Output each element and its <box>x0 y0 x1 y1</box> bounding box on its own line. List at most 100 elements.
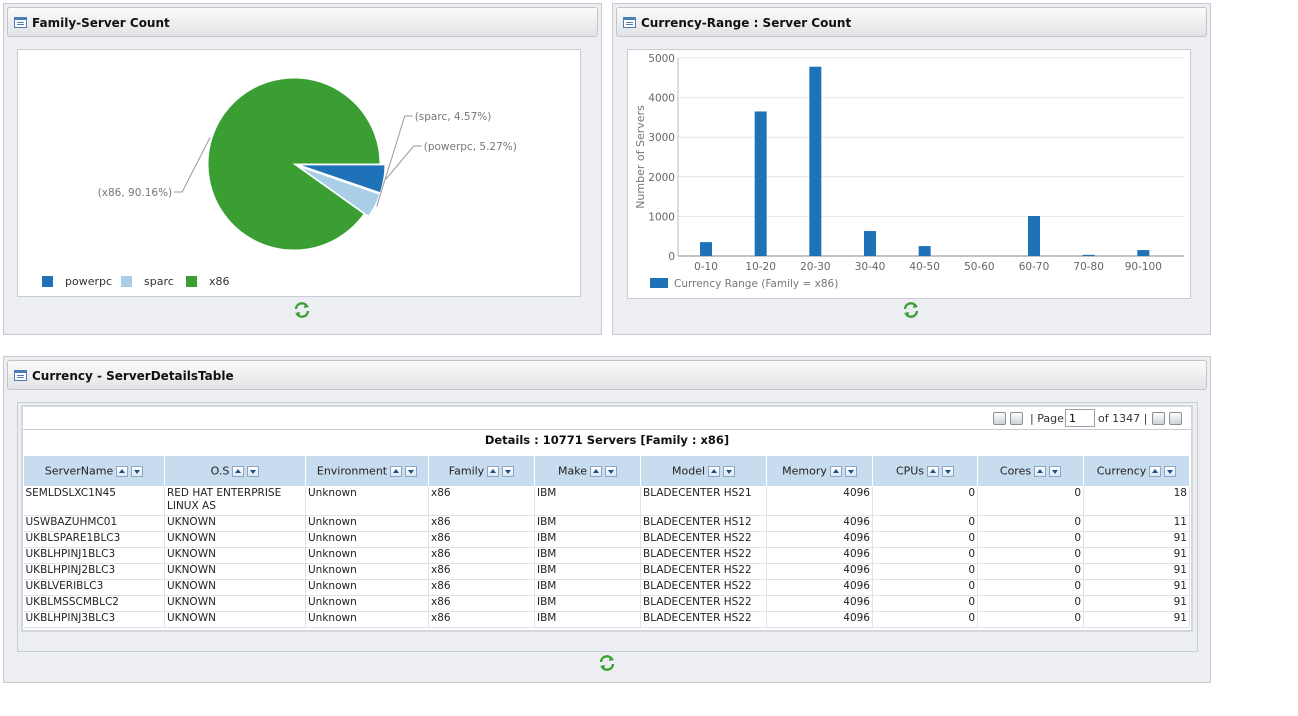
sort-ascending-icon[interactable] <box>708 465 721 477</box>
table-cell: Unknown <box>305 486 429 516</box>
table-row[interactable]: UKBLHPINJ3BLC3 UKNOWN Unknown x86 IBM BLADECE… <box>23 611 1190 628</box>
column-header[interactable]: Make <box>534 455 641 487</box>
refresh-icon[interactable] <box>902 301 920 319</box>
table-row[interactable]: UKBLHPINJ2BLC3 UKNOWN Unknown x86 IBM BLADECE… <box>23 563 1190 580</box>
bar[interactable] <box>754 111 767 257</box>
server-details-grid: | Page of 1347 | Details : 10771 Servers… <box>21 405 1193 632</box>
family-server-count-panel: Family-Server Count (powerpc, 5.27%) (spa… <box>3 3 602 335</box>
sort-ascending-icon[interactable] <box>390 465 403 477</box>
table-cell: x86 <box>428 486 535 516</box>
sort-descending-icon[interactable] <box>1049 465 1062 477</box>
table-cell: BLADECENTER HS22 <box>640 531 767 548</box>
sort-ascending-icon[interactable] <box>1034 465 1047 477</box>
table-row[interactable]: UKBLHPINJ1BLC3 UKNOWN Unknown x86 IBM BLADECE… <box>23 547 1190 564</box>
previous-page-icon[interactable] <box>1010 412 1023 425</box>
table-row[interactable]: UKBLSPARE1BLC3 UKNOWN Unknown x86 IBM BLADECE… <box>23 531 1190 548</box>
pie-slice-sparc[interactable] <box>298 165 381 217</box>
refresh-icon[interactable] <box>598 654 616 672</box>
column-header[interactable]: Memory <box>766 455 873 487</box>
page-number-input[interactable] <box>1065 409 1095 427</box>
table-cell: 11 <box>1083 515 1190 532</box>
table-cell: 91 <box>1083 595 1190 612</box>
column-header-label: Family <box>448 464 485 478</box>
column-header[interactable]: CPUs <box>872 455 978 487</box>
bar[interactable] <box>1082 254 1095 256</box>
bar[interactable] <box>1137 250 1150 256</box>
table-cell: UKNOWN <box>164 611 306 628</box>
pie-slice-label: (powerpc, 5.27%) <box>424 141 517 153</box>
refresh-icon[interactable] <box>293 301 311 319</box>
column-header[interactable]: ServerName <box>23 455 165 487</box>
server-details-panel: Currency - ServerDetailsTable | Page of … <box>3 356 1211 683</box>
pie-slice-powerpc[interactable] <box>298 164 386 194</box>
column-header[interactable]: Currency <box>1083 455 1190 487</box>
bar[interactable] <box>1028 216 1040 256</box>
table-row[interactable]: SEMLDSLXC1N45 RED HAT ENTERPRISE LINUX AS… <box>23 486 1190 516</box>
pie-label-leader <box>174 136 211 193</box>
bar[interactable] <box>918 246 931 256</box>
sort-descending-icon[interactable] <box>942 465 955 477</box>
sort-descending-icon[interactable] <box>604 465 617 477</box>
sort-descending-icon[interactable] <box>723 465 736 477</box>
table-cell: 91 <box>1083 531 1190 548</box>
sort-ascending-icon[interactable] <box>232 465 245 477</box>
sort-ascending-icon[interactable] <box>829 465 842 477</box>
first-page-icon[interactable] <box>993 412 1006 425</box>
sort-descending-icon[interactable] <box>131 465 144 477</box>
table-cell: IBM <box>534 595 641 612</box>
table-cell: 4096 <box>766 531 873 548</box>
sort-ascending-icon[interactable] <box>1149 465 1162 477</box>
sort-descending-icon[interactable] <box>247 465 260 477</box>
table-cell: BLADECENTER HS22 <box>640 595 767 612</box>
table-cell: BLADECENTER HS12 <box>640 515 767 532</box>
table-row[interactable]: UKBLMSSCMBLC2 UKNOWN Unknown x86 IBM BLADECEN… <box>23 595 1190 612</box>
panel-title: Currency - ServerDetailsTable <box>32 369 234 383</box>
sort-descending-icon[interactable] <box>502 465 515 477</box>
column-header[interactable]: Model <box>640 455 767 487</box>
panel-window-icon <box>14 370 27 381</box>
table-cell: 4096 <box>766 595 873 612</box>
table-cell: Unknown <box>305 595 429 612</box>
pie-chart: (powerpc, 5.27%) (sparc, 4.57%) (x86, 90.1… <box>42 77 517 288</box>
table-row[interactable]: USWBAZUHMC01 UKNOWN Unknown x86 IBM BLADECENT… <box>23 515 1190 532</box>
sort-ascending-icon[interactable] <box>487 465 500 477</box>
sort-ascending-icon[interactable] <box>116 465 129 477</box>
table-cell: x86 <box>428 579 535 596</box>
table-row[interactable]: UKBLVERIBLC3 UKNOWN Unknown x86 IBM BLADECENT… <box>23 579 1190 596</box>
table-cell: UKBLHPINJ3BLC3 <box>23 611 165 628</box>
pie-slice-x86[interactable] <box>207 77 381 251</box>
x-tick-label: 70-80 <box>1073 261 1104 273</box>
table-cell: 0 <box>872 611 978 628</box>
column-header[interactable]: Environment <box>305 455 429 487</box>
legend-label: x86 <box>209 275 230 288</box>
bar[interactable] <box>864 231 876 256</box>
next-page-icon[interactable] <box>1152 412 1165 425</box>
column-header[interactable]: Cores <box>977 455 1084 487</box>
table-cell: IBM <box>534 547 641 564</box>
x-tick-label: 10-20 <box>745 261 776 273</box>
last-page-icon[interactable] <box>1169 412 1182 425</box>
table-cell: 0 <box>872 531 978 548</box>
y-tick-label: 5000 <box>648 53 675 65</box>
bar[interactable] <box>809 66 822 256</box>
bar[interactable] <box>700 242 712 256</box>
table-cell: 4096 <box>766 547 873 564</box>
column-header[interactable]: O.S <box>164 455 306 487</box>
table-cell: 0 <box>872 579 978 596</box>
sort-ascending-icon[interactable] <box>589 465 602 477</box>
x-tick-label: 20-30 <box>800 261 831 273</box>
legend-swatch-powerpc <box>42 276 53 287</box>
column-header-label: Make <box>558 464 587 478</box>
table-cell: x86 <box>428 595 535 612</box>
bar-chart: 0 1000 2000 3000 4000 5000 Number of Servers 0-… <box>634 53 1184 290</box>
table-cell: 0 <box>977 515 1084 532</box>
sort-descending-icon[interactable] <box>844 465 857 477</box>
bar-chart-container: 0 1000 2000 3000 4000 5000 Number of Servers 0-… <box>627 49 1191 299</box>
sort-descending-icon[interactable] <box>405 465 418 477</box>
y-tick-label: 4000 <box>648 93 675 105</box>
sort-ascending-icon[interactable] <box>927 465 940 477</box>
server-table: ServerName O.S Environment Family Make Model M… <box>23 455 1190 628</box>
legend-label: sparc <box>144 275 174 288</box>
column-header[interactable]: Family <box>428 455 535 487</box>
sort-descending-icon[interactable] <box>1164 465 1177 477</box>
